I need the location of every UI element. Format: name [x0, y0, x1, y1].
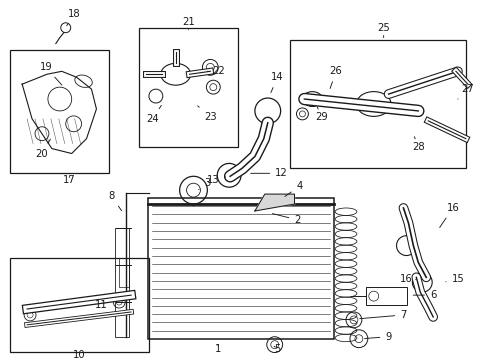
Bar — [289, 40, 465, 168]
Bar — [139, 28, 238, 147]
Text: 10: 10 — [73, 350, 86, 360]
Text: 24: 24 — [146, 105, 161, 124]
Text: 1: 1 — [215, 343, 221, 354]
Text: 21: 21 — [182, 17, 195, 30]
Text: 15: 15 — [445, 274, 463, 284]
Text: 29: 29 — [314, 107, 327, 122]
Text: 7: 7 — [359, 310, 406, 320]
Bar — [148, 198, 333, 339]
Text: 6: 6 — [412, 290, 435, 300]
Bar — [115, 228, 129, 337]
Text: 26: 26 — [329, 66, 342, 89]
Bar — [10, 257, 149, 352]
Text: 2: 2 — [272, 213, 300, 225]
Bar — [365, 287, 407, 305]
Text: 20: 20 — [36, 139, 50, 158]
Text: 9: 9 — [364, 332, 391, 342]
Text: 5: 5 — [273, 343, 280, 354]
Text: 11: 11 — [95, 300, 107, 310]
Text: 13: 13 — [206, 175, 225, 185]
Bar — [10, 50, 109, 173]
Text: 28: 28 — [411, 137, 424, 152]
Text: 27: 27 — [457, 84, 473, 99]
Text: 14: 14 — [270, 72, 284, 93]
Text: 23: 23 — [197, 106, 216, 122]
Bar — [119, 257, 129, 287]
Text: 22: 22 — [207, 66, 224, 76]
Text: 19: 19 — [40, 62, 62, 85]
Text: 3: 3 — [198, 178, 210, 189]
Text: 16: 16 — [399, 274, 415, 284]
Text: 12: 12 — [250, 168, 287, 178]
Text: 4: 4 — [285, 181, 302, 197]
Text: 25: 25 — [377, 23, 389, 38]
Text: 17: 17 — [63, 175, 76, 185]
Text: 16: 16 — [439, 203, 458, 228]
Text: 8: 8 — [108, 191, 122, 211]
Text: 18: 18 — [66, 9, 81, 26]
Polygon shape — [254, 194, 294, 211]
